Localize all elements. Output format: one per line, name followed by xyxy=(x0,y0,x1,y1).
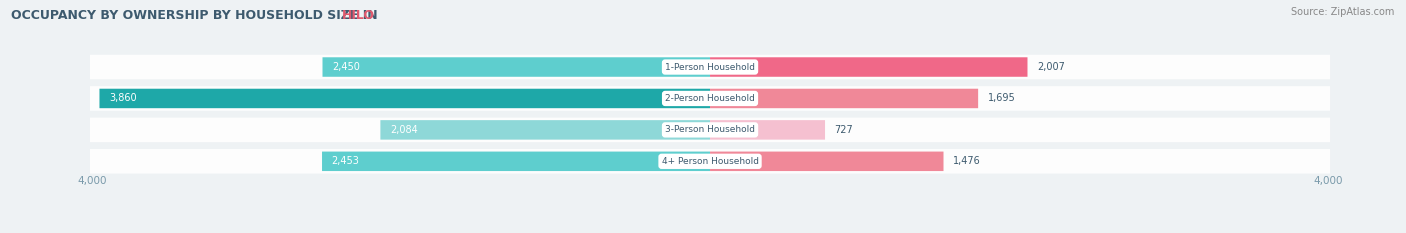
Text: 2,007: 2,007 xyxy=(1038,62,1064,72)
FancyBboxPatch shape xyxy=(90,55,1330,79)
FancyBboxPatch shape xyxy=(90,86,1330,111)
Text: 2,084: 2,084 xyxy=(389,125,418,135)
Text: 1,476: 1,476 xyxy=(953,156,981,166)
Text: 3-Person Household: 3-Person Household xyxy=(665,125,755,134)
FancyBboxPatch shape xyxy=(90,149,1330,174)
FancyBboxPatch shape xyxy=(322,152,710,171)
Text: OCCUPANCY BY OWNERSHIP BY HOUSEHOLD SIZE IN: OCCUPANCY BY OWNERSHIP BY HOUSEHOLD SIZE… xyxy=(11,9,382,22)
FancyBboxPatch shape xyxy=(90,118,1330,142)
FancyBboxPatch shape xyxy=(710,89,979,108)
FancyBboxPatch shape xyxy=(322,57,710,77)
FancyBboxPatch shape xyxy=(710,120,825,140)
FancyBboxPatch shape xyxy=(381,120,710,140)
Text: HILO: HILO xyxy=(342,9,375,22)
Text: 1-Person Household: 1-Person Household xyxy=(665,62,755,72)
FancyBboxPatch shape xyxy=(100,89,710,108)
Text: 4,000: 4,000 xyxy=(77,176,107,186)
Text: 727: 727 xyxy=(835,125,853,135)
Text: 2-Person Household: 2-Person Household xyxy=(665,94,755,103)
FancyBboxPatch shape xyxy=(710,152,943,171)
Text: 3,860: 3,860 xyxy=(110,93,136,103)
Text: 2,450: 2,450 xyxy=(332,62,360,72)
FancyBboxPatch shape xyxy=(710,57,1028,77)
Text: 4,000: 4,000 xyxy=(1313,176,1343,186)
Text: 1,695: 1,695 xyxy=(987,93,1015,103)
Text: 2,453: 2,453 xyxy=(332,156,360,166)
Text: Source: ZipAtlas.com: Source: ZipAtlas.com xyxy=(1291,7,1395,17)
Text: 4+ Person Household: 4+ Person Household xyxy=(662,157,758,166)
